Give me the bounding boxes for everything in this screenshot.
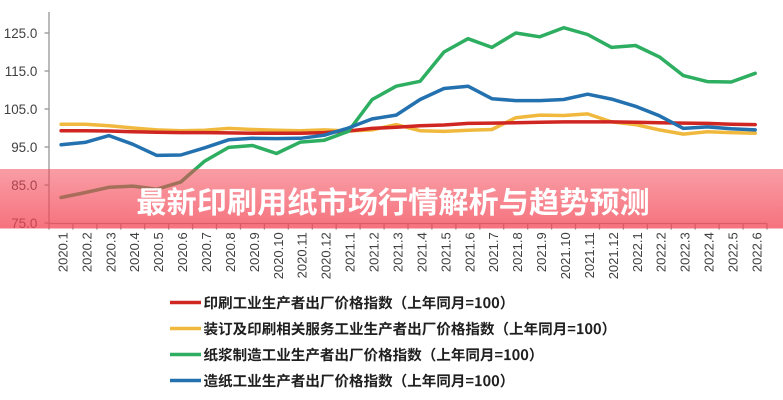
- svg-text:2020.2: 2020.2: [79, 232, 94, 272]
- svg-text:2021.12: 2021.12: [606, 232, 621, 279]
- svg-text:2021.5: 2021.5: [438, 232, 453, 272]
- svg-text:2021.6: 2021.6: [462, 232, 477, 272]
- svg-text:2020.10: 2020.10: [271, 232, 286, 279]
- svg-text:2022.1: 2022.1: [630, 232, 645, 272]
- svg-text:2020.9: 2020.9: [247, 232, 262, 272]
- svg-text:2020.8: 2020.8: [223, 232, 238, 272]
- svg-text:125.0: 125.0: [4, 26, 38, 41]
- svg-text:2021.7: 2021.7: [486, 232, 501, 272]
- svg-text:2020.4: 2020.4: [127, 232, 142, 272]
- svg-text:115.0: 115.0: [5, 64, 38, 79]
- svg-text:2021.11: 2021.11: [582, 232, 597, 278]
- svg-text:2021.4: 2021.4: [414, 232, 429, 272]
- svg-text:2021.9: 2021.9: [534, 232, 549, 272]
- svg-text:2022.5: 2022.5: [726, 232, 741, 272]
- svg-text:95.0: 95.0: [11, 140, 37, 155]
- svg-text:2020.12: 2020.12: [319, 232, 334, 279]
- svg-text:2020.11: 2020.11: [295, 232, 310, 278]
- svg-text:2021.1: 2021.1: [343, 232, 358, 272]
- svg-text:2021.8: 2021.8: [510, 232, 525, 272]
- svg-text:2021.3: 2021.3: [391, 232, 406, 272]
- svg-text:2021.10: 2021.10: [558, 232, 573, 279]
- svg-text:105.0: 105.0: [4, 102, 38, 117]
- svg-text:2020.5: 2020.5: [151, 232, 166, 272]
- svg-text:2022.2: 2022.2: [654, 232, 669, 272]
- svg-text:2020.6: 2020.6: [175, 232, 190, 272]
- svg-text:2020.7: 2020.7: [199, 232, 214, 272]
- svg-text:2022.4: 2022.4: [702, 232, 717, 272]
- svg-text:2022.6: 2022.6: [750, 232, 765, 272]
- svg-text:2021.2: 2021.2: [367, 232, 382, 272]
- svg-text:2020.3: 2020.3: [103, 232, 118, 272]
- svg-text:2022.3: 2022.3: [678, 232, 693, 272]
- svg-text:2020.1: 2020.1: [55, 232, 70, 272]
